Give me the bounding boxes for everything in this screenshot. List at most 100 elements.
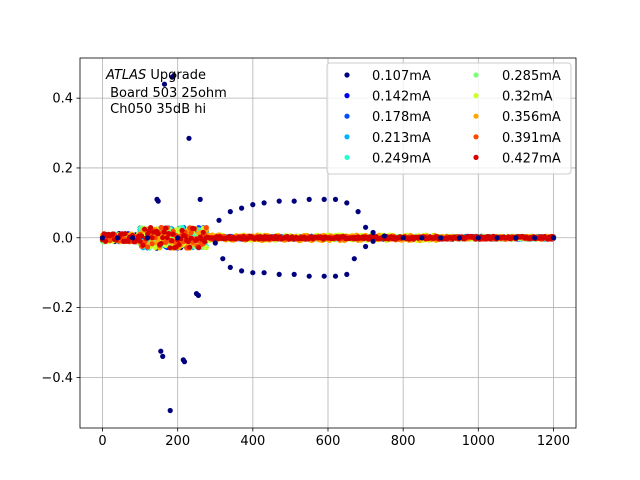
legend: 0.107mA 0.142mA 0.178mA 0.213mA 0.249mA 0.285… bbox=[326, 62, 572, 175]
data-point bbox=[182, 233, 188, 239]
data-point-0.107mA bbox=[332, 196, 339, 202]
data-point bbox=[139, 233, 145, 239]
data-point bbox=[155, 231, 161, 237]
legend-marker bbox=[473, 93, 479, 99]
data-point bbox=[196, 245, 202, 251]
data-point-0.107mA bbox=[145, 235, 151, 241]
data-point bbox=[110, 231, 116, 237]
data-point-0.107mA bbox=[155, 198, 161, 204]
data-point-0.107mA bbox=[115, 235, 121, 241]
annotation-line-3: Ch050 35dB hi bbox=[106, 102, 206, 117]
data-point-0.107mA bbox=[261, 200, 267, 206]
data-point bbox=[148, 225, 154, 231]
data-point-0.107mA bbox=[227, 209, 233, 215]
data-point-0.107mA bbox=[438, 235, 444, 241]
data-point bbox=[191, 226, 197, 232]
legend-marker bbox=[344, 134, 350, 140]
data-point-0.107mA bbox=[186, 135, 192, 141]
data-point-0.107mA bbox=[130, 235, 136, 241]
legend-marker bbox=[473, 134, 479, 140]
data-point-0.107mA bbox=[276, 271, 282, 277]
data-point bbox=[158, 224, 164, 231]
data-point bbox=[163, 239, 169, 245]
data-point-0.107mA bbox=[475, 235, 481, 241]
data-point-0.107mA bbox=[370, 238, 376, 244]
data-point-0.107mA bbox=[171, 72, 177, 79]
annotation-line-1: ATLAS Upgrade bbox=[105, 68, 206, 83]
data-point bbox=[140, 242, 146, 248]
data-point-0.107mA bbox=[494, 235, 500, 241]
data-point-0.107mA bbox=[276, 198, 282, 204]
y-tick-label: 0.4 bbox=[52, 92, 73, 107]
y-tick-label: −0.4 bbox=[41, 371, 73, 386]
data-point bbox=[142, 226, 148, 232]
legend-marker bbox=[344, 93, 350, 99]
data-point-0.107mA bbox=[306, 196, 312, 202]
data-point-0.107mA bbox=[160, 353, 166, 359]
data-point bbox=[185, 238, 191, 245]
data-point-0.107mA bbox=[250, 202, 256, 208]
data-point-0.107mA bbox=[456, 235, 463, 241]
data-point bbox=[170, 231, 176, 237]
legend-marker bbox=[473, 154, 479, 160]
data-point-0.107mA bbox=[381, 233, 387, 239]
x-tick-label: 1200 bbox=[537, 434, 570, 449]
legend-label: 0.142mA bbox=[372, 90, 431, 105]
data-point-0.107mA bbox=[175, 235, 181, 241]
data-point bbox=[203, 245, 209, 251]
data-point bbox=[122, 231, 128, 237]
legend-marker bbox=[344, 72, 350, 78]
data-point bbox=[164, 235, 170, 241]
legend-label: 0.178mA bbox=[372, 110, 431, 125]
legend-label: 0.356mA bbox=[502, 110, 561, 125]
data-point-0.107mA bbox=[161, 81, 168, 87]
data-point-0.107mA bbox=[216, 217, 222, 223]
data-point bbox=[176, 242, 182, 248]
data-point-0.107mA bbox=[370, 229, 376, 236]
legend-label: 0.249mA bbox=[372, 151, 431, 166]
data-point-0.107mA bbox=[181, 359, 188, 365]
data-point-0.107mA bbox=[212, 240, 218, 246]
y-tick-label: 0.2 bbox=[52, 161, 73, 176]
data-point-0.107mA bbox=[400, 235, 406, 241]
legend-marker bbox=[473, 72, 479, 78]
legend-label: 0.107mA bbox=[372, 69, 431, 84]
data-point-0.107mA bbox=[363, 243, 369, 250]
data-point-0.107mA bbox=[250, 270, 256, 276]
legend-marker bbox=[473, 113, 479, 119]
data-point-0.107mA bbox=[227, 264, 233, 270]
data-point-0.107mA bbox=[513, 235, 519, 241]
legend-label: 0.32mA bbox=[502, 90, 553, 105]
data-point-0.107mA bbox=[220, 256, 226, 262]
data-point-0.107mA bbox=[332, 273, 339, 279]
data-point-0.107mA bbox=[291, 271, 297, 277]
data-point bbox=[149, 235, 155, 241]
data-point bbox=[167, 245, 173, 251]
x-tick-label: 0 bbox=[98, 434, 106, 449]
data-point bbox=[200, 229, 206, 235]
data-point-0.107mA bbox=[197, 196, 203, 202]
data-point bbox=[103, 238, 109, 244]
data-point-0.107mA bbox=[195, 292, 201, 298]
data-point bbox=[188, 235, 194, 241]
data-point bbox=[160, 235, 166, 241]
data-point-0.107mA bbox=[344, 200, 350, 206]
data-point-0.107mA bbox=[239, 205, 245, 211]
data-point-0.107mA bbox=[550, 235, 557, 241]
data-point bbox=[203, 225, 209, 231]
legend-box bbox=[326, 62, 572, 175]
data-point-0.107mA bbox=[239, 268, 245, 274]
data-point bbox=[161, 229, 167, 235]
data-point-0.107mA bbox=[167, 407, 173, 414]
data-layer bbox=[99, 72, 557, 414]
data-point bbox=[169, 238, 175, 244]
data-point bbox=[179, 227, 185, 233]
data-point-0.107mA bbox=[99, 235, 106, 241]
data-point-0.107mA bbox=[363, 224, 369, 230]
data-point-0.107mA bbox=[306, 273, 312, 279]
data-point bbox=[125, 238, 131, 244]
legend-marker bbox=[344, 113, 350, 119]
data-point bbox=[188, 229, 194, 236]
data-point bbox=[158, 240, 164, 247]
